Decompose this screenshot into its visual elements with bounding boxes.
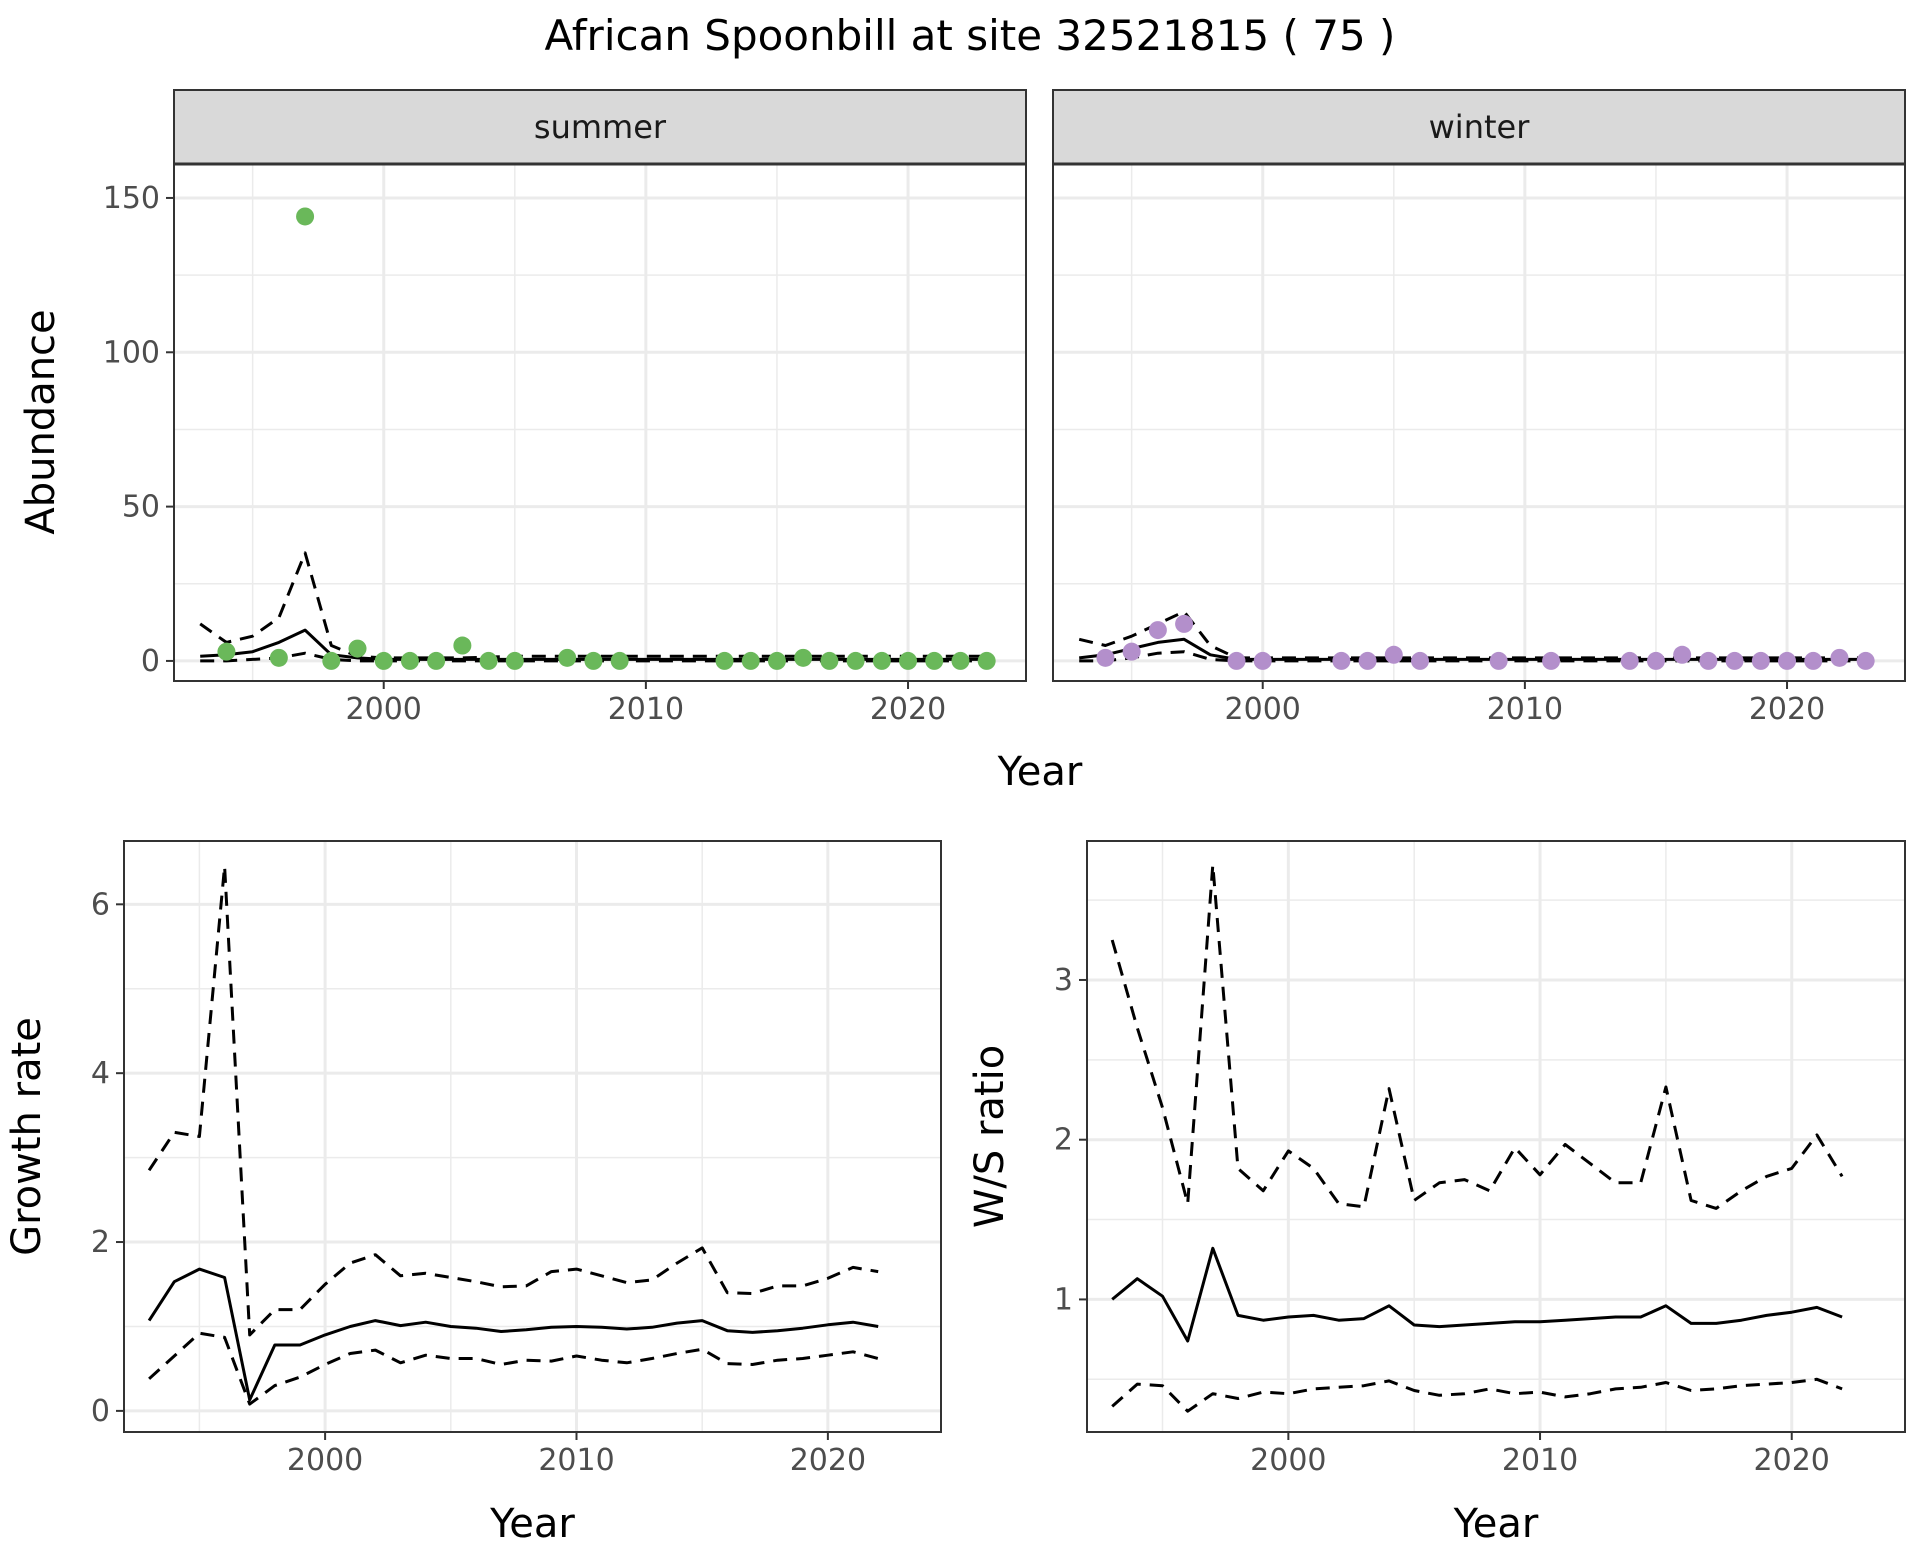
facet-label: summer — [534, 108, 667, 146]
data-point — [1253, 651, 1272, 670]
x-tick-label: 2010 — [1502, 1443, 1578, 1478]
y-tick-label: 2 — [91, 1225, 110, 1260]
data-point — [1489, 651, 1508, 670]
data-point — [558, 648, 577, 667]
data-point — [1148, 621, 1167, 640]
y-tick-label: 100 — [103, 335, 160, 370]
data-point — [1778, 651, 1797, 670]
data-point — [951, 651, 970, 670]
data-point — [1830, 648, 1849, 667]
data-point — [767, 651, 786, 670]
data-point — [872, 651, 891, 670]
data-point — [977, 651, 996, 670]
data-point — [1411, 651, 1430, 670]
data-point — [296, 207, 315, 226]
figure-title: African Spoonbill at site 32521815 ( 75 … — [545, 11, 1396, 60]
y-tick-label: 6 — [91, 887, 110, 922]
data-point — [479, 651, 498, 670]
facet-label: winter — [1429, 108, 1531, 146]
data-point — [427, 651, 446, 670]
data-point — [1804, 651, 1823, 670]
x-axis-title: Year — [997, 749, 1083, 795]
data-point — [1856, 651, 1875, 670]
upper-ci-line — [147, 864, 879, 1337]
facet-strip — [1052, 89, 1906, 165]
y-tick-label: 150 — [103, 181, 160, 216]
y-tick-label: 3 — [1054, 963, 1073, 998]
y-axis-title: W/S ratio — [967, 1045, 1013, 1228]
ws-chart: 2000 2010 2020 1 2 3 W/S ratio Year — [967, 840, 1906, 1547]
x-tick-label: 2000 — [287, 1443, 363, 1478]
data-point — [1725, 651, 1744, 670]
data-point — [1699, 651, 1718, 670]
data-point — [584, 651, 603, 670]
y-tick-label: 50 — [122, 490, 160, 525]
data-point — [348, 639, 367, 658]
data-point — [400, 651, 419, 670]
upper-ci-line — [1110, 863, 1844, 1210]
x-tick-label: 2010 — [1487, 692, 1563, 727]
x-tick-label: 2000 — [1250, 1443, 1326, 1478]
lower-ci-line — [1111, 1377, 1843, 1413]
data-point — [322, 651, 341, 670]
y-tick-label: 4 — [91, 1056, 110, 1091]
y-tick-label: 0 — [91, 1394, 110, 1429]
data-point — [374, 651, 393, 670]
data-point — [610, 651, 629, 670]
lower-ci-line — [148, 1331, 879, 1406]
data-point — [1227, 651, 1246, 670]
panel-border — [1086, 840, 1906, 1433]
x-tick-label: 2020 — [870, 692, 946, 727]
y-tick-label: 2 — [1054, 1123, 1073, 1158]
y-axis-title: Growth rate — [4, 1017, 50, 1256]
x-tick-label: 2020 — [790, 1443, 866, 1478]
data-point — [1620, 651, 1639, 670]
data-point — [453, 636, 472, 655]
x-axis-title: Year — [1453, 1501, 1539, 1547]
data-point — [1673, 645, 1692, 664]
data-point — [846, 651, 865, 670]
data-point — [715, 651, 734, 670]
y-tick-label: 1 — [1054, 1282, 1073, 1317]
growth-chart: 2000 2010 2020 0 2 4 6 Growth rate Year — [4, 840, 942, 1547]
data-point — [1122, 642, 1141, 661]
x-axis-title: Year — [489, 1501, 575, 1547]
data-point — [820, 651, 839, 670]
x-tick-label: 2020 — [1749, 692, 1825, 727]
data-point — [1542, 651, 1561, 670]
data-point — [1096, 648, 1115, 667]
data-point — [1358, 651, 1377, 670]
mean-line — [1111, 1246, 1843, 1343]
data-point — [1384, 645, 1403, 664]
x-tick-label: 2010 — [608, 692, 684, 727]
data-point — [1175, 614, 1194, 633]
facet-strip — [173, 89, 1027, 165]
facet-summer: summer 2000 2010 2020 0 50 100 150 — [103, 89, 1027, 727]
y-tick-label: 0 — [141, 644, 160, 679]
y-axis-title: Abundance — [18, 309, 64, 534]
x-tick-label: 2000 — [346, 692, 422, 727]
facet-winter: winter 2000 2010 2020 — [1052, 89, 1906, 727]
x-tick-label: 2020 — [1754, 1443, 1830, 1478]
x-tick-label: 2000 — [1225, 692, 1301, 727]
data-point — [925, 651, 944, 670]
data-point — [1332, 651, 1351, 670]
data-point — [505, 651, 524, 670]
x-tick-label: 2010 — [538, 1443, 614, 1478]
data-point — [269, 648, 288, 667]
data-point — [1751, 651, 1770, 670]
mean-line — [147, 1267, 879, 1402]
data-point — [741, 651, 760, 670]
data-point — [1646, 651, 1665, 670]
panel-border — [123, 840, 942, 1433]
data-point — [217, 642, 236, 661]
data-point — [794, 648, 813, 667]
data-point — [899, 651, 918, 670]
abundance-chart: summer 2000 2010 2020 0 50 100 150 winter 2000 201… — [18, 89, 1906, 795]
